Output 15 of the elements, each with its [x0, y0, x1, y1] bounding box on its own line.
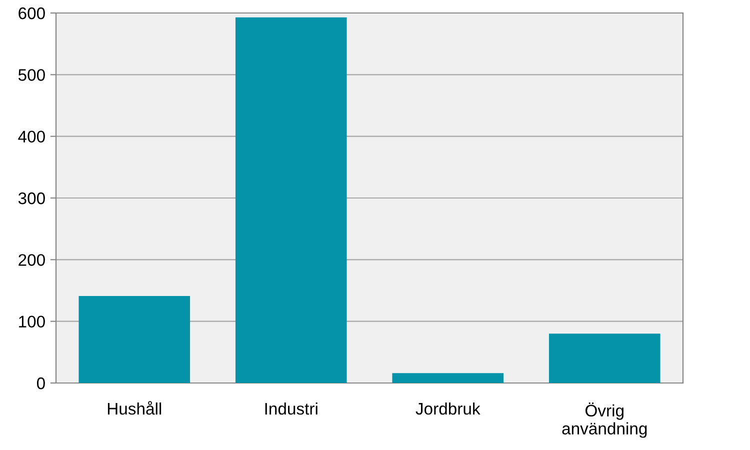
y-tick-label: 300 [18, 192, 45, 204]
y-tick-label: 400 [18, 130, 45, 143]
y-tick-label: 500 [18, 69, 45, 81]
y-tick-label: 200 [18, 254, 45, 266]
y-tick-label: 100 [19, 316, 45, 328]
bar [235, 17, 347, 383]
x-tick-label: Industri [265, 402, 318, 415]
bar [392, 373, 504, 383]
x-tick-label: Hushåll [108, 401, 162, 415]
bar [78, 296, 190, 383]
bar [548, 334, 660, 383]
x-tick-label: Jordbruk [416, 402, 480, 415]
y-tick-label: 600 [18, 7, 45, 20]
y-tick-label: 0 [36, 377, 45, 390]
x-tick-label: Övrig användning [562, 402, 647, 438]
